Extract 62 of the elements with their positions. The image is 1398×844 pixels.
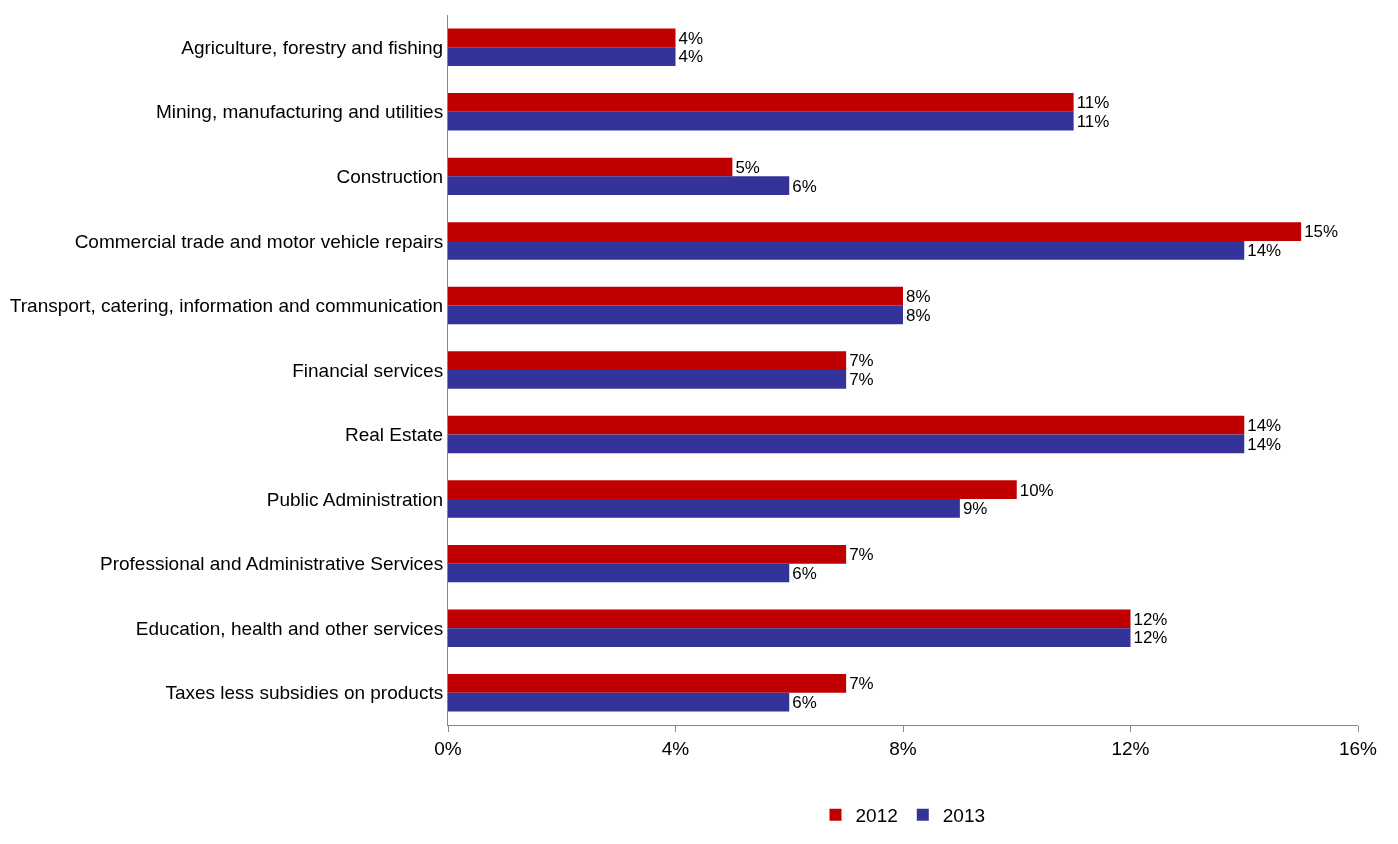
bar — [448, 563, 790, 583]
data-label: 6% — [792, 176, 817, 196]
x-tick-label: 16% — [1338, 737, 1378, 759]
x-tick-label: 4% — [661, 737, 690, 759]
y-tick-label: Professional and Administrative Services — [99, 553, 444, 575]
y-tick-label: Transport, catering, information and communication — [9, 295, 444, 317]
bar — [448, 222, 1302, 241]
y-tick-label: Public Administration — [266, 488, 444, 510]
data-label: 7% — [849, 674, 874, 694]
bar — [448, 544, 847, 564]
data-label: 7% — [849, 351, 874, 371]
y-tick-label: Real Estate — [344, 424, 444, 446]
bar — [448, 692, 790, 712]
bar — [448, 157, 733, 177]
data-label: 7% — [849, 370, 874, 390]
legend-label: 2013 — [942, 805, 986, 827]
data-label: 12% — [1133, 609, 1168, 629]
data-label: 14% — [1247, 434, 1282, 454]
data-label: 10% — [1019, 480, 1054, 500]
bar — [448, 499, 960, 518]
data-label: 5% — [735, 157, 760, 177]
bar — [448, 351, 847, 370]
bar — [448, 47, 676, 66]
bar — [448, 674, 847, 693]
bar — [448, 370, 847, 389]
y-tick-label: Mining, manufacturing and utilities — [155, 101, 444, 123]
y-tick-label: Taxes less subsidies on products — [165, 682, 444, 704]
data-label: 12% — [1133, 628, 1168, 648]
data-label: 6% — [792, 563, 817, 583]
bar — [448, 93, 1074, 112]
data-label: 4% — [678, 47, 703, 67]
data-label: 14% — [1247, 415, 1282, 435]
bar — [448, 111, 1074, 131]
data-label: 8% — [906, 286, 931, 306]
data-label: 7% — [849, 545, 874, 565]
y-tick-label: Education, health and other services — [135, 617, 444, 639]
y-tick-label: Commercial trade and motor vehicle repairs — [74, 230, 444, 252]
bar — [448, 240, 1245, 260]
data-label: 9% — [962, 499, 988, 519]
data-label: 11% — [1076, 111, 1110, 131]
bar — [448, 305, 903, 325]
bar — [448, 28, 676, 48]
y-tick-label: Construction — [336, 166, 444, 188]
bar — [448, 286, 903, 306]
x-tick-label: 12% — [1111, 737, 1150, 759]
bar — [448, 176, 790, 196]
data-label: 11% — [1076, 93, 1110, 113]
data-label: 15% — [1304, 222, 1339, 242]
data-label: 4% — [678, 28, 703, 48]
x-tick-label: 0% — [434, 737, 462, 759]
y-tick-label: Agriculture, forestry and fishing — [181, 36, 444, 58]
bar — [448, 628, 1131, 647]
bar — [448, 415, 1245, 435]
y-tick-label: Financial services — [292, 359, 444, 381]
data-label: 8% — [906, 305, 931, 325]
x-tick-label: 8% — [889, 737, 917, 759]
bar — [448, 480, 1017, 500]
legend-label: 2012 — [855, 805, 898, 827]
bar — [448, 609, 1131, 629]
data-label: 6% — [792, 692, 817, 712]
data-label: 14% — [1247, 241, 1282, 261]
bar — [448, 434, 1245, 454]
